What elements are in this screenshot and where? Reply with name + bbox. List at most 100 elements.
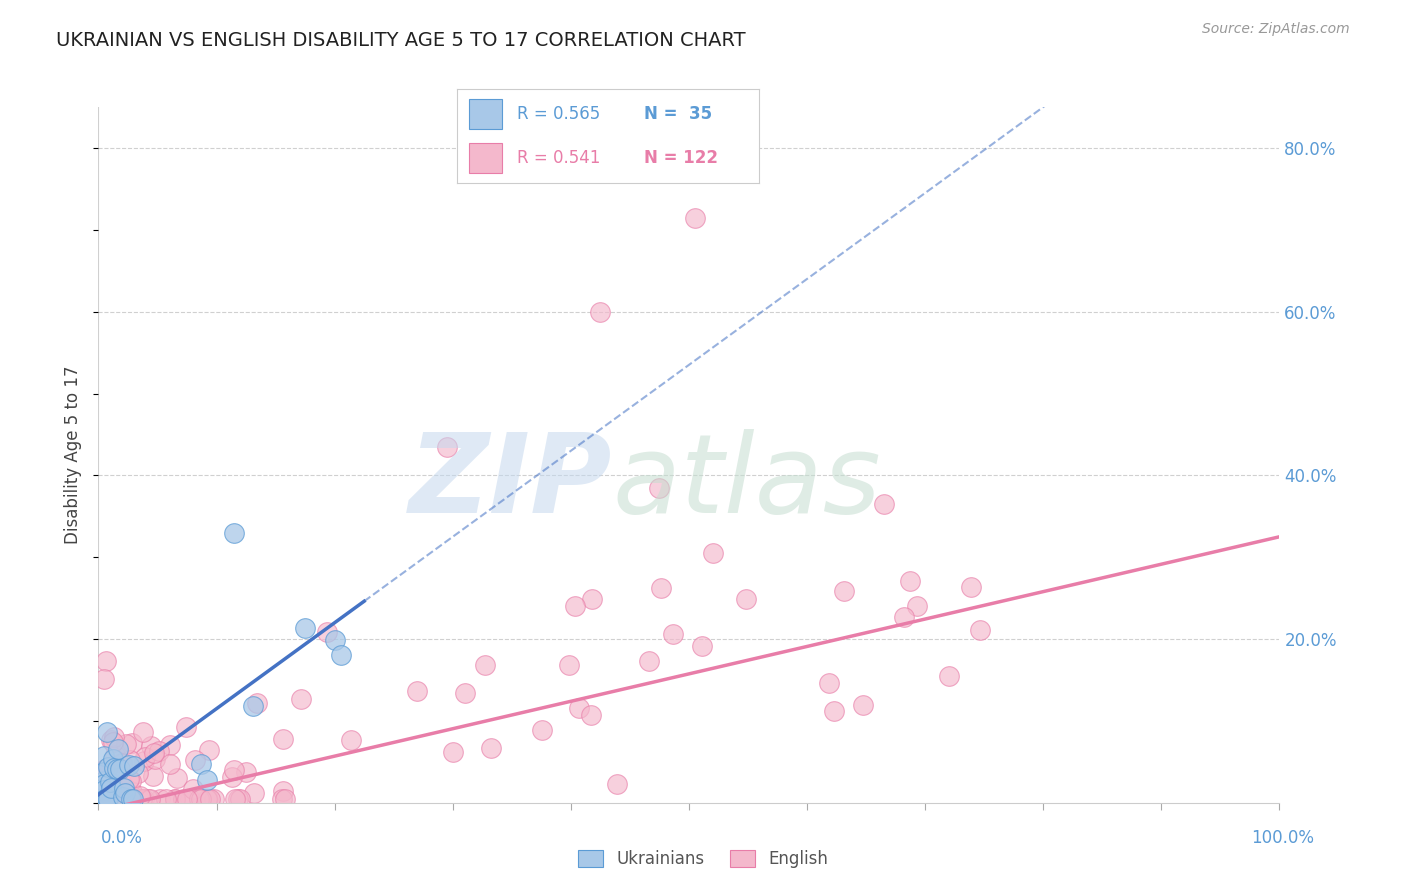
Point — [96, 654, 118, 668]
FancyBboxPatch shape — [470, 98, 502, 129]
Point — [579, 708, 602, 723]
Point — [661, 626, 683, 640]
Point — [142, 769, 165, 783]
Point — [122, 791, 145, 805]
Point — [340, 733, 363, 747]
Point — [108, 791, 131, 805]
Point — [121, 785, 143, 799]
Point — [650, 581, 672, 595]
Point — [436, 440, 458, 454]
Legend: Ukrainians, English: Ukrainians, English — [571, 843, 835, 875]
Point — [100, 791, 122, 805]
Point — [112, 780, 135, 795]
Point — [118, 753, 141, 767]
Point — [101, 735, 124, 749]
Point — [93, 791, 115, 805]
Point — [235, 765, 257, 780]
Point — [93, 763, 115, 777]
Point — [454, 685, 477, 699]
Point — [224, 525, 246, 540]
Point — [443, 745, 465, 759]
Point — [100, 780, 122, 795]
Point — [163, 791, 186, 805]
Point — [197, 791, 219, 805]
Point — [120, 791, 142, 805]
Point — [107, 741, 129, 756]
Point — [131, 791, 153, 805]
Point — [117, 791, 139, 805]
Point — [734, 591, 756, 606]
Point — [479, 741, 502, 756]
Point — [136, 791, 159, 805]
Point — [271, 732, 294, 747]
Point — [112, 791, 135, 805]
Point — [823, 704, 845, 718]
Point — [271, 784, 294, 798]
Point — [905, 599, 928, 614]
Point — [242, 698, 264, 713]
Point — [204, 791, 226, 805]
Point — [159, 739, 181, 753]
Point — [271, 791, 294, 805]
Point — [143, 752, 166, 766]
Point — [893, 610, 915, 624]
Point — [589, 304, 612, 318]
Point — [93, 778, 115, 792]
Point — [873, 497, 896, 511]
Point — [93, 791, 115, 805]
Point — [104, 791, 127, 805]
Point — [103, 760, 125, 774]
Point — [568, 700, 591, 714]
Point — [832, 583, 855, 598]
Point — [118, 772, 141, 787]
Point — [224, 763, 246, 777]
Point — [405, 684, 427, 698]
Point — [183, 753, 205, 767]
Point — [121, 736, 143, 750]
Point — [111, 790, 134, 805]
Point — [96, 791, 118, 805]
Point — [188, 791, 211, 805]
Point — [100, 791, 122, 805]
Point — [94, 791, 117, 805]
Point — [122, 759, 145, 773]
Point — [195, 772, 218, 787]
Point — [242, 786, 264, 800]
Point — [93, 791, 115, 805]
FancyBboxPatch shape — [470, 143, 502, 173]
Point — [246, 696, 269, 710]
Point — [111, 789, 134, 804]
Point — [898, 574, 921, 588]
Point — [103, 731, 125, 745]
Point — [938, 669, 960, 683]
Point — [176, 720, 198, 734]
Point — [959, 580, 981, 594]
Point — [132, 791, 155, 805]
Point — [104, 791, 127, 805]
Point — [93, 791, 115, 805]
Point — [143, 746, 166, 760]
Point — [96, 724, 118, 739]
Point — [93, 762, 115, 776]
Point — [221, 771, 243, 785]
Point — [172, 791, 194, 805]
Point — [683, 211, 706, 225]
Point — [118, 758, 141, 772]
Point — [141, 739, 163, 753]
Point — [197, 743, 219, 757]
Point — [93, 791, 115, 805]
Point — [290, 691, 312, 706]
Point — [323, 632, 346, 647]
Point — [316, 625, 339, 640]
Point — [98, 775, 121, 789]
Point — [176, 791, 198, 805]
Point — [93, 791, 115, 805]
Point — [93, 764, 115, 779]
Point — [181, 782, 204, 797]
Point — [474, 657, 496, 672]
Point — [120, 773, 142, 788]
Point — [702, 546, 724, 560]
Point — [149, 791, 172, 805]
Point — [159, 756, 181, 771]
Text: R = 0.565: R = 0.565 — [517, 104, 600, 122]
